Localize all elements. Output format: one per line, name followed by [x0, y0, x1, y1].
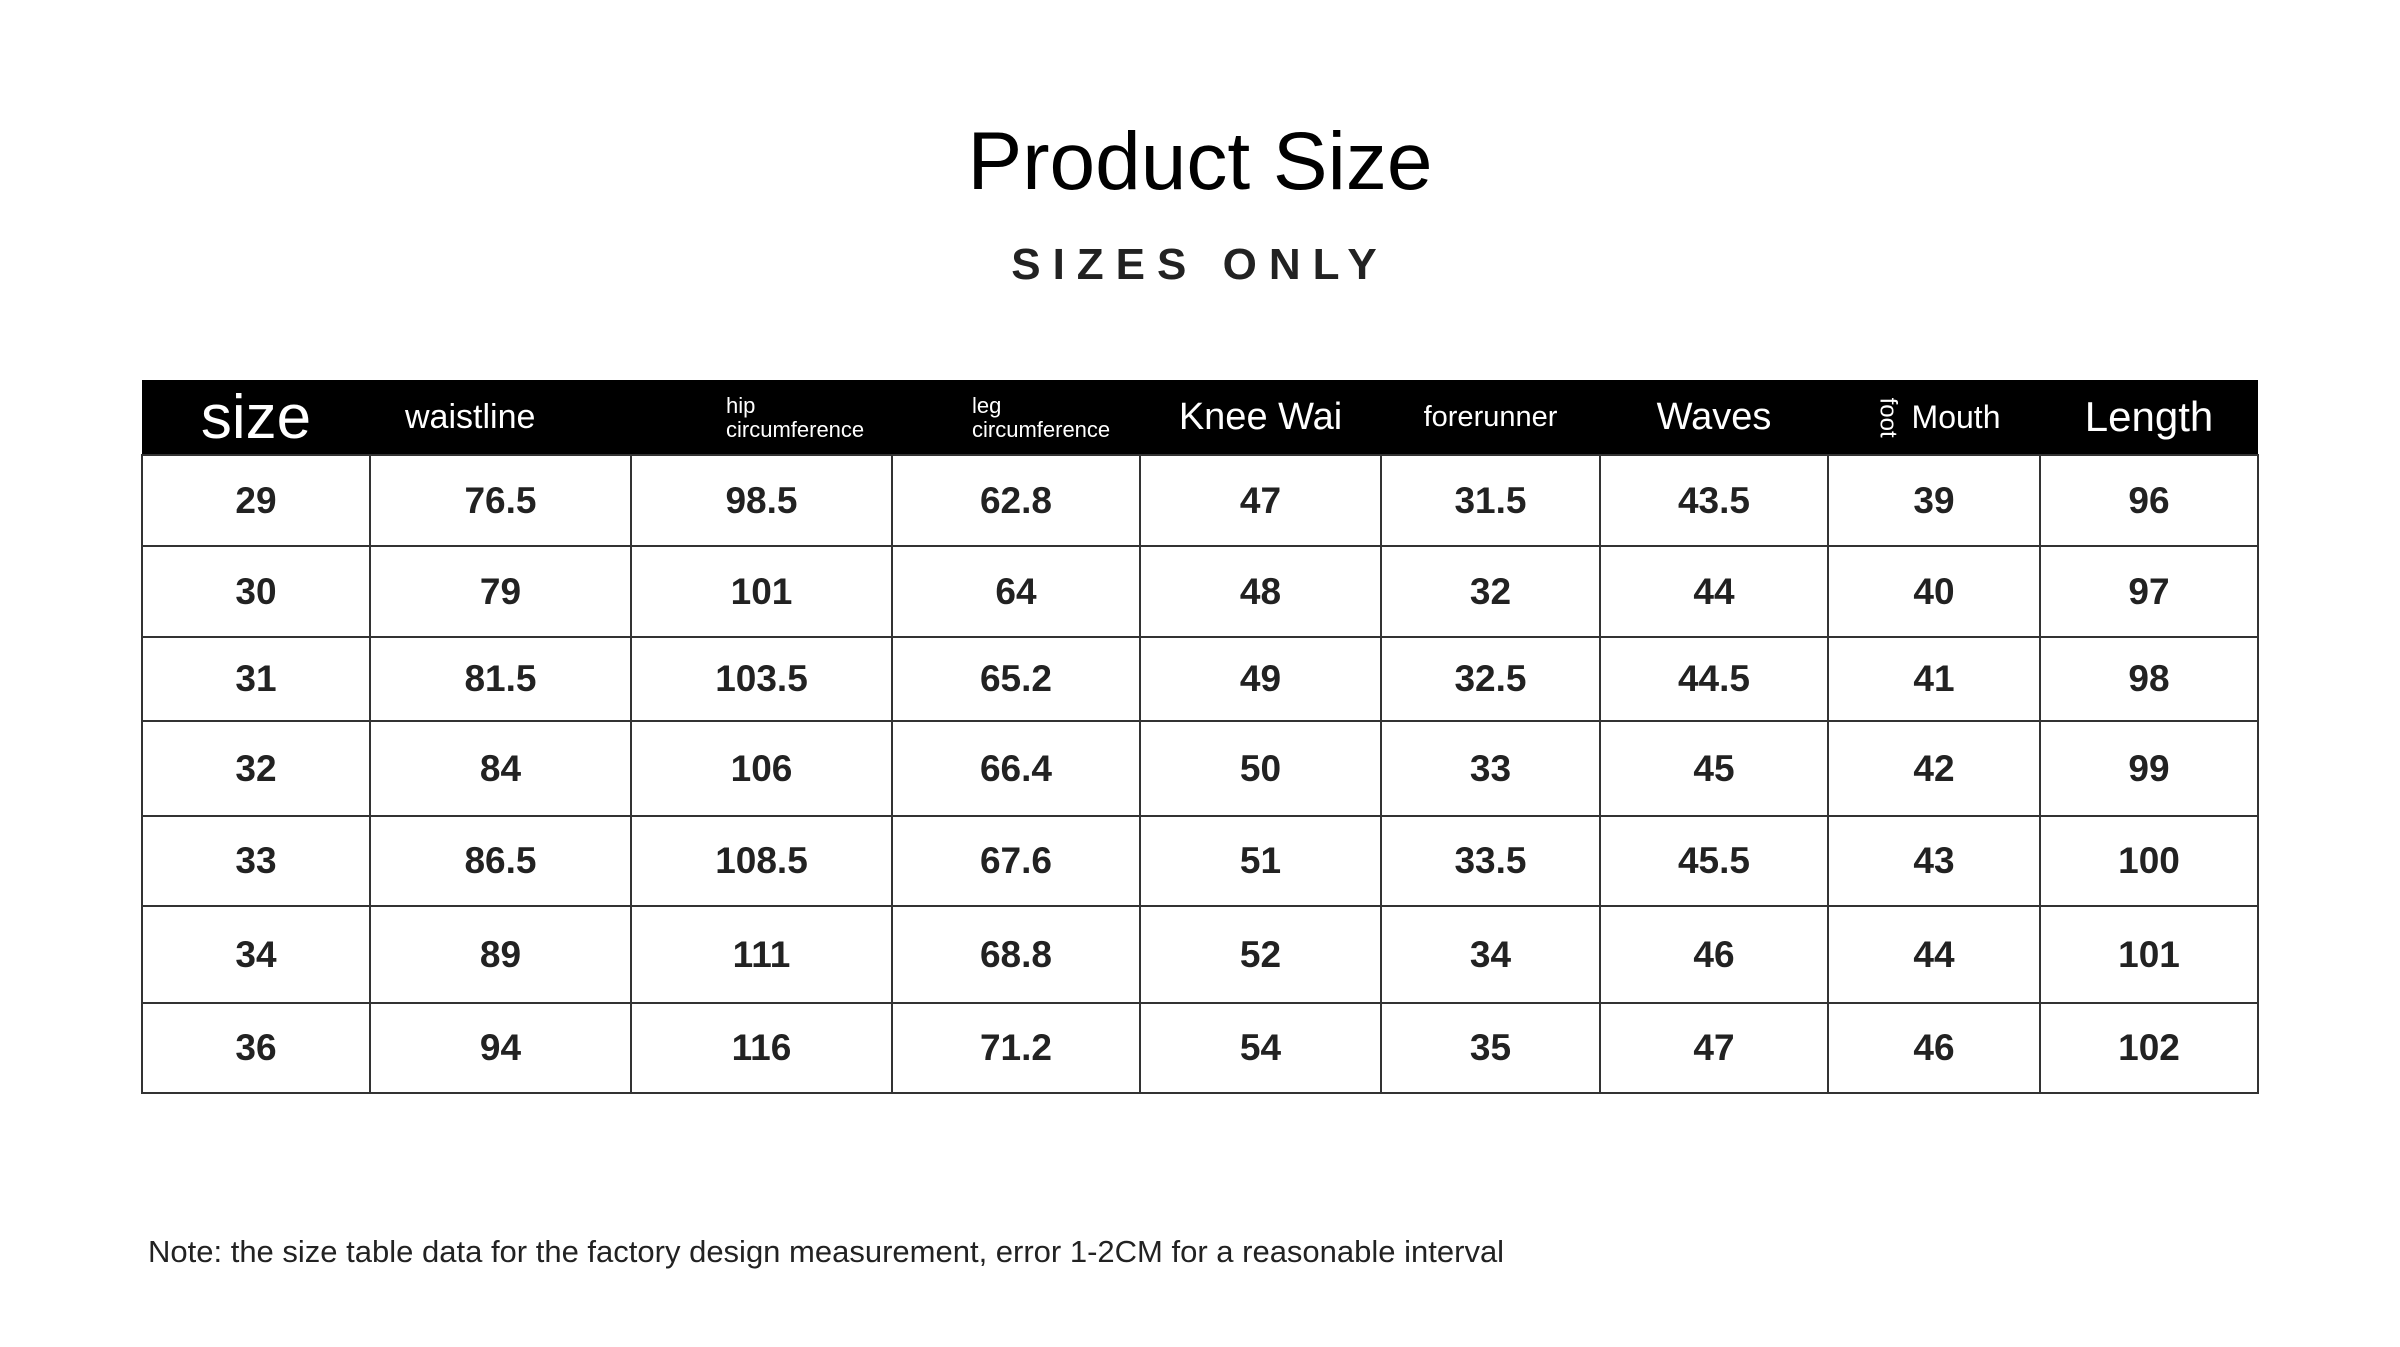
table-cell: 102: [2039, 1002, 2259, 1094]
table-cell: 106: [630, 720, 893, 817]
table-cell: 42: [1827, 720, 2041, 817]
header-text: Waves: [1656, 395, 1772, 438]
subtitle: SIZES ONLY: [1011, 240, 1389, 289]
table-cell: 46: [1827, 1002, 2041, 1094]
table-cell: 34: [141, 905, 371, 1004]
table-cell: 98.5: [630, 454, 893, 547]
table-cell: 31.5: [1380, 454, 1601, 547]
table-cell: 54: [1139, 1002, 1382, 1094]
table-cell: 96: [2039, 454, 2259, 547]
table-cell: 48: [1139, 545, 1382, 638]
header-cell: Waves: [1600, 380, 1828, 455]
table-cell: 71.2: [891, 1002, 1141, 1094]
table-cell: 34: [1380, 905, 1601, 1004]
table-cell: 47: [1139, 454, 1382, 547]
table-cell: 32.5: [1380, 636, 1601, 722]
table-cell: 36: [141, 1002, 371, 1094]
table-cell: 101: [630, 545, 893, 638]
header-text: waistline: [405, 397, 536, 436]
header-text: Knee Wai: [1178, 395, 1343, 438]
header-text: forerunner: [1423, 401, 1558, 434]
table-cell: 62.8: [891, 454, 1141, 547]
table-cell: 44: [1599, 545, 1829, 638]
table-cell: 50: [1139, 720, 1382, 817]
table-cell: 79: [369, 545, 632, 638]
title: Product Size: [967, 116, 1433, 207]
table-cell: 68.8: [891, 905, 1141, 1004]
table-cell: 66.4: [891, 720, 1141, 817]
table-cell: 49: [1139, 636, 1382, 722]
header-text-rotated: foot: [1874, 397, 1902, 438]
header-cell: foot Mouth: [1828, 380, 2040, 455]
table-cell: 51: [1139, 815, 1382, 907]
header-text: Length: [2084, 393, 2214, 441]
table-cell: 29: [141, 454, 371, 547]
note: Note: the size table data for the factor…: [148, 1234, 1505, 1269]
table-cell: 45.5: [1599, 815, 1829, 907]
table-cell: 45: [1599, 720, 1829, 817]
table-cell: 43: [1827, 815, 2041, 907]
header-text: hip circumference: [726, 393, 865, 442]
table-cell: 65.2: [891, 636, 1141, 722]
table-cell: 81.5: [369, 636, 632, 722]
header-cell: leg circumference: [892, 380, 1140, 455]
table-cell: 94: [369, 1002, 632, 1094]
table-cell: 47: [1599, 1002, 1829, 1094]
header-text: Mouth: [1911, 398, 2001, 435]
header-cell: waistline: [370, 380, 631, 455]
table-cell: 99: [2039, 720, 2259, 817]
table-cell: 111: [630, 905, 893, 1004]
table-cell: 30: [141, 545, 371, 638]
table-cell: 84: [369, 720, 632, 817]
table-cell: 35: [1380, 1002, 1601, 1094]
table-cell: 33: [141, 815, 371, 907]
table-cell: 39: [1827, 454, 2041, 547]
header-cell: Knee Wai: [1140, 380, 1381, 455]
table-cell: 44: [1827, 905, 2041, 1004]
table-cell: 76.5: [369, 454, 632, 547]
table-cell: 32: [141, 720, 371, 817]
table-cell: 44.5: [1599, 636, 1829, 722]
table-cell: 52: [1139, 905, 1382, 1004]
header-text: leg circumference: [972, 393, 1111, 442]
table-cell: 43.5: [1599, 454, 1829, 547]
table-cell: 89: [369, 905, 632, 1004]
table-cell: 33.5: [1380, 815, 1601, 907]
header-text: size: [200, 382, 312, 452]
table-cell: 97: [2039, 545, 2259, 638]
table-cell: 101: [2039, 905, 2259, 1004]
table-cell: 31: [141, 636, 371, 722]
table-cell: 32: [1380, 545, 1601, 638]
table-cell: 116: [630, 1002, 893, 1094]
header-cell: forerunner: [1381, 380, 1600, 455]
table-cell: 40: [1827, 545, 2041, 638]
table-cell: 86.5: [369, 815, 632, 907]
table-cell: 98: [2039, 636, 2259, 722]
table-cell: 46: [1599, 905, 1829, 1004]
header-cell: size: [142, 380, 370, 455]
table-cell: 103.5: [630, 636, 893, 722]
header-cell: hip circumference: [631, 380, 892, 455]
header-cell: Length: [2040, 380, 2258, 455]
table-cell: 33: [1380, 720, 1601, 817]
table-cell: 100: [2039, 815, 2259, 907]
table-cell: 64: [891, 545, 1141, 638]
table-cell: 41: [1827, 636, 2041, 722]
table-cell: 108.5: [630, 815, 893, 907]
table-cell: 67.6: [891, 815, 1141, 907]
